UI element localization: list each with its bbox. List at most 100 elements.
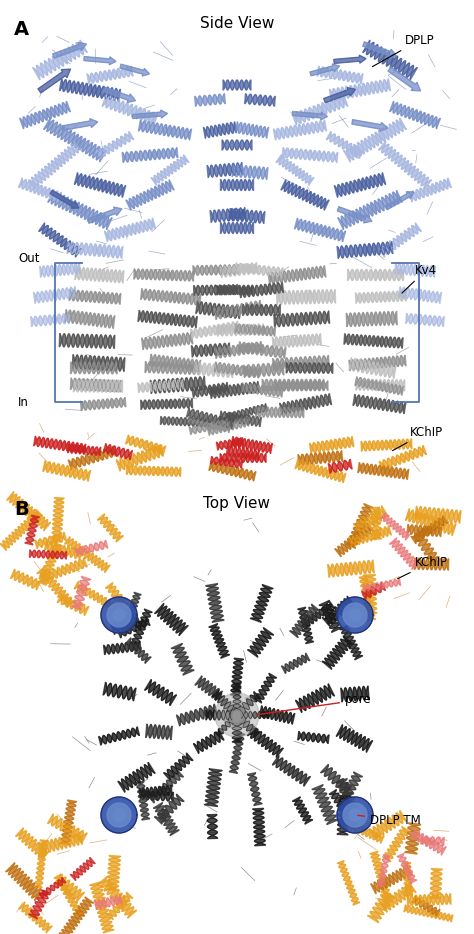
Polygon shape <box>349 358 396 378</box>
Polygon shape <box>319 601 342 632</box>
Polygon shape <box>195 93 225 106</box>
Polygon shape <box>48 191 112 230</box>
Polygon shape <box>216 438 244 450</box>
Polygon shape <box>59 78 120 101</box>
Polygon shape <box>44 541 82 559</box>
Polygon shape <box>40 262 81 277</box>
Polygon shape <box>113 609 125 621</box>
Polygon shape <box>334 55 366 64</box>
Polygon shape <box>194 362 234 377</box>
Polygon shape <box>37 567 74 607</box>
Polygon shape <box>28 142 82 189</box>
Polygon shape <box>68 446 116 470</box>
Polygon shape <box>98 514 123 542</box>
Polygon shape <box>210 457 243 468</box>
Polygon shape <box>295 684 335 713</box>
Polygon shape <box>356 290 406 304</box>
Polygon shape <box>407 524 442 537</box>
Polygon shape <box>413 531 439 563</box>
Polygon shape <box>207 814 218 839</box>
Text: DPLP TM: DPLP TM <box>358 814 421 827</box>
Polygon shape <box>240 718 260 738</box>
Polygon shape <box>336 725 373 752</box>
Polygon shape <box>335 523 374 557</box>
Polygon shape <box>103 641 141 655</box>
Polygon shape <box>410 829 446 856</box>
Polygon shape <box>326 132 364 159</box>
Polygon shape <box>52 498 64 542</box>
Polygon shape <box>359 575 375 621</box>
Polygon shape <box>343 603 367 627</box>
Polygon shape <box>337 797 373 833</box>
Text: B: B <box>14 500 29 519</box>
Polygon shape <box>19 902 52 933</box>
Polygon shape <box>189 419 229 434</box>
Polygon shape <box>347 269 403 281</box>
Polygon shape <box>397 854 417 884</box>
Polygon shape <box>290 604 320 638</box>
Polygon shape <box>226 446 259 460</box>
Polygon shape <box>275 381 328 391</box>
Polygon shape <box>207 418 249 435</box>
Text: In: In <box>18 397 29 409</box>
Polygon shape <box>94 895 122 910</box>
Polygon shape <box>107 603 131 627</box>
Polygon shape <box>344 819 384 843</box>
Polygon shape <box>254 673 276 703</box>
Polygon shape <box>72 355 125 372</box>
Polygon shape <box>54 874 84 918</box>
Polygon shape <box>39 223 82 257</box>
Polygon shape <box>151 155 189 185</box>
Polygon shape <box>39 877 66 899</box>
Polygon shape <box>355 376 404 395</box>
Polygon shape <box>110 614 140 634</box>
Polygon shape <box>353 394 406 414</box>
Polygon shape <box>209 461 256 481</box>
Polygon shape <box>220 222 254 234</box>
Polygon shape <box>215 693 259 737</box>
Polygon shape <box>138 120 191 140</box>
Polygon shape <box>196 302 241 318</box>
Polygon shape <box>121 592 141 634</box>
Polygon shape <box>7 491 51 531</box>
Polygon shape <box>292 95 348 125</box>
Polygon shape <box>388 67 420 91</box>
Text: Top View: Top View <box>203 496 271 511</box>
Polygon shape <box>19 101 70 129</box>
Text: Side View: Side View <box>200 16 274 31</box>
Polygon shape <box>34 436 86 454</box>
Polygon shape <box>344 333 403 348</box>
Polygon shape <box>349 526 392 546</box>
Polygon shape <box>320 764 351 794</box>
Polygon shape <box>146 724 173 740</box>
Polygon shape <box>160 417 210 427</box>
Text: KChIP: KChIP <box>392 426 443 451</box>
Polygon shape <box>245 93 275 106</box>
Polygon shape <box>154 802 179 836</box>
Polygon shape <box>405 823 421 854</box>
Polygon shape <box>72 576 91 610</box>
Polygon shape <box>407 894 451 906</box>
Polygon shape <box>268 266 326 284</box>
Polygon shape <box>215 718 233 737</box>
Polygon shape <box>74 582 118 612</box>
Polygon shape <box>338 191 402 230</box>
Polygon shape <box>349 809 361 821</box>
Polygon shape <box>132 110 167 119</box>
Polygon shape <box>282 653 310 673</box>
Polygon shape <box>18 178 62 202</box>
Polygon shape <box>239 692 260 713</box>
Polygon shape <box>358 462 409 479</box>
Polygon shape <box>344 118 406 162</box>
Polygon shape <box>239 282 283 298</box>
Polygon shape <box>378 142 431 189</box>
Polygon shape <box>223 701 251 729</box>
Polygon shape <box>70 857 95 881</box>
Polygon shape <box>253 808 265 846</box>
Polygon shape <box>136 782 150 820</box>
Polygon shape <box>222 140 252 150</box>
Polygon shape <box>233 684 241 711</box>
Polygon shape <box>229 208 265 223</box>
Text: DPLP: DPLP <box>373 34 435 66</box>
Polygon shape <box>107 856 121 890</box>
